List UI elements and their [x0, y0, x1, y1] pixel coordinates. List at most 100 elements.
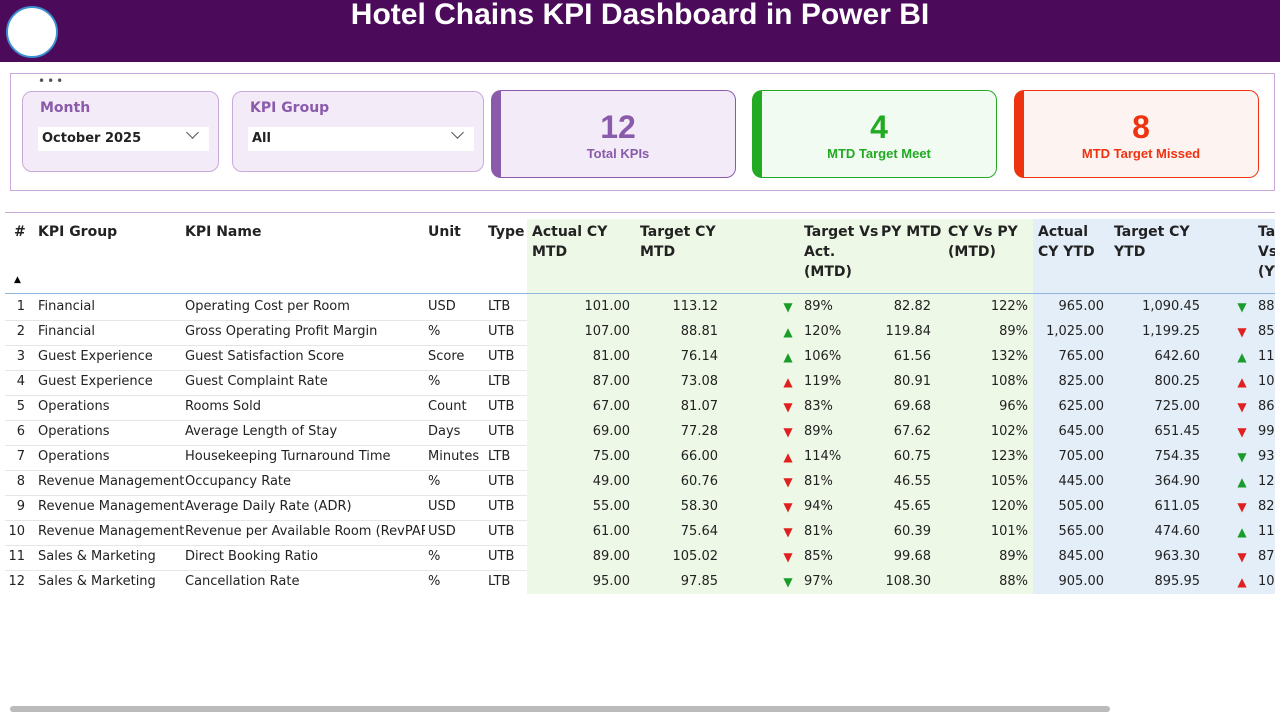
- table-cell: 3: [16, 349, 25, 364]
- column-header[interactable]: Actual CY YTD: [1038, 224, 1095, 260]
- status-arrow: ▼: [783, 300, 793, 314]
- status-arrow: ▼: [783, 500, 793, 514]
- column-header[interactable]: KPI Name: [185, 224, 262, 240]
- table-cell: 8: [16, 474, 25, 489]
- table-cell: 10: [1258, 374, 1275, 389]
- status-arrow: ▲: [783, 350, 793, 364]
- table-cell: 73.08: [680, 374, 718, 389]
- table-cell: LTB: [488, 299, 511, 314]
- column-header[interactable]: Target Vs Act. (MTD): [804, 224, 879, 280]
- table-cell: 99: [1258, 424, 1275, 439]
- table-cell: 5: [16, 399, 25, 414]
- table-cell: 800.25: [1154, 374, 1201, 389]
- table-cell: 12: [1258, 474, 1275, 489]
- table-cell: 69.00: [592, 424, 630, 439]
- table-cell: Sales & Marketing: [38, 574, 156, 589]
- row-rule: [5, 445, 527, 446]
- table-cell: %: [428, 324, 441, 339]
- table-cell: UTB: [488, 474, 515, 489]
- table-cell: 66.00: [680, 449, 718, 464]
- table-cell: Rooms Sold: [185, 399, 261, 414]
- row-rule: [5, 545, 527, 546]
- table-cell: 1,025.00: [1046, 324, 1104, 339]
- status-arrow: ▲: [1237, 575, 1247, 589]
- scrollbar[interactable]: [10, 706, 1110, 712]
- row-rule: [5, 420, 527, 421]
- ytd-band: [1033, 219, 1275, 594]
- table-cell: %: [428, 374, 441, 389]
- table-cell: 6: [16, 424, 25, 439]
- status-arrow: ▼: [783, 575, 793, 589]
- table-cell: Revenue per Available Room (RevPAR): [185, 524, 425, 539]
- table-cell: UTB: [488, 499, 515, 514]
- table-cell: 58.30: [680, 499, 718, 514]
- table-cell: 81%: [804, 474, 833, 489]
- column-header[interactable]: Target CY YTD: [1114, 224, 1190, 260]
- table-cell: LTB: [488, 374, 511, 389]
- table-cell: %: [428, 474, 441, 489]
- column-header[interactable]: Unit: [428, 224, 461, 240]
- table-cell: 75.64: [680, 524, 718, 539]
- table-cell: 108.30: [885, 574, 932, 589]
- table-cell: 83%: [804, 399, 833, 414]
- table-cell: Score: [428, 349, 465, 364]
- row-rule: [5, 395, 527, 396]
- more-menu[interactable]: •••: [38, 74, 66, 88]
- table-cell: 895.95: [1154, 574, 1201, 589]
- column-header[interactable]: CY Vs PY (MTD): [948, 224, 1018, 260]
- table-cell: 94%: [804, 499, 833, 514]
- column-header[interactable]: PY MTD: [881, 224, 942, 240]
- status-arrow: ▼: [783, 550, 793, 564]
- filter-panel: [10, 73, 1275, 191]
- table-cell: Financial: [38, 324, 95, 339]
- table-cell: 81%: [804, 524, 833, 539]
- row-rule: [5, 495, 527, 496]
- column-header[interactable]: Type: [488, 224, 525, 240]
- slicer[interactable]: Month October 2025: [22, 91, 219, 172]
- card-label: Total KPIs: [586, 146, 650, 161]
- table-cell: Average Daily Rate (ADR): [185, 499, 352, 514]
- table-cell: 87.00: [592, 374, 630, 389]
- column-header[interactable]: #: [14, 224, 26, 240]
- row-rule: [5, 320, 527, 321]
- table-cell: 1,090.45: [1142, 299, 1200, 314]
- table-cell: Financial: [38, 299, 95, 314]
- table-cell: 4: [16, 374, 25, 389]
- slicer[interactable]: KPI Group All: [232, 91, 484, 172]
- kpi-card: 12 Total KPIs: [491, 90, 736, 178]
- table-cell: 965.00: [1058, 299, 1105, 314]
- table-cell: 89%: [804, 299, 833, 314]
- table-cell: 12: [8, 574, 25, 589]
- table-cell: 60.76: [680, 474, 718, 489]
- table-cell: 705.00: [1058, 449, 1105, 464]
- table-cell: USD: [428, 499, 456, 514]
- column-header[interactable]: Target Vs Act. (YTD): [1258, 224, 1275, 280]
- column-header[interactable]: Actual CY MTD: [532, 224, 608, 260]
- table-cell: UTB: [488, 349, 515, 364]
- table-cell: 86: [1258, 399, 1275, 414]
- table-cell: 77.28: [680, 424, 718, 439]
- table-cell: 11: [1258, 349, 1275, 364]
- table-cell: 113.12: [672, 299, 719, 314]
- table-cell: 642.60: [1154, 349, 1201, 364]
- table-cell: 611.05: [1154, 499, 1201, 514]
- status-arrow: ▼: [783, 425, 793, 439]
- table-cell: 7: [16, 449, 25, 464]
- sort-arrow: ▲: [14, 275, 21, 285]
- table: ▲ # KPI Group KPI Name Unit Type Actual CY MTD…: [5, 212, 1275, 708]
- column-header[interactable]: Target CY MTD: [640, 224, 716, 260]
- table-cell: Revenue Management: [38, 474, 185, 489]
- table-cell: Revenue Management: [38, 524, 185, 539]
- table-cell: 10: [1258, 574, 1275, 589]
- column-header[interactable]: KPI Group: [38, 224, 118, 240]
- table-cell: 88%: [999, 574, 1028, 589]
- status-arrow: ▼: [1237, 325, 1247, 339]
- status-arrow: ▼: [1237, 425, 1247, 439]
- table-cell: 101%: [990, 524, 1028, 539]
- table-cell: 46.55: [893, 474, 931, 489]
- table-cell: Guest Complaint Rate: [185, 374, 328, 389]
- table-cell: 95.00: [592, 574, 630, 589]
- table-cell: 107.00: [584, 324, 631, 339]
- table-cell: 67.00: [592, 399, 630, 414]
- table-cell: Occupancy Rate: [185, 474, 292, 489]
